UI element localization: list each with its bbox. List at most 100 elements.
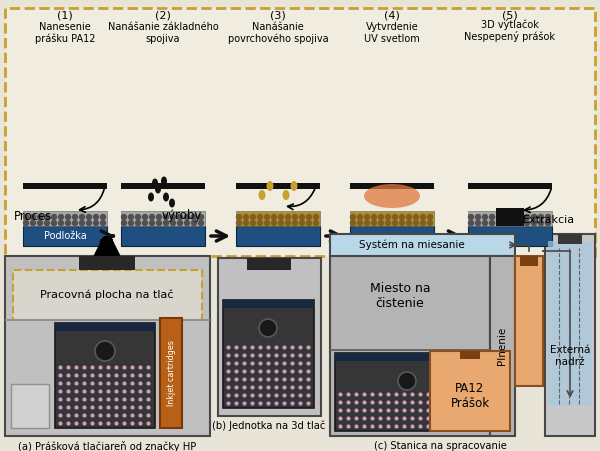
Circle shape	[476, 215, 481, 220]
Circle shape	[392, 215, 398, 220]
Circle shape	[307, 215, 311, 220]
Bar	[350, 226, 434, 246]
Bar	[350, 211, 434, 226]
Text: Pracovná plocha na tlač: Pracovná plocha na tlač	[40, 290, 174, 300]
Circle shape	[469, 221, 473, 226]
Bar	[496, 208, 524, 226]
Circle shape	[350, 215, 355, 220]
Ellipse shape	[364, 184, 420, 208]
Circle shape	[413, 215, 419, 220]
Text: Nanesenie
prášku PA12: Nanesenie prášku PA12	[35, 22, 95, 44]
Circle shape	[128, 215, 133, 220]
Circle shape	[307, 221, 311, 226]
Text: Miesto na
čistenie: Miesto na čistenie	[370, 282, 430, 310]
Circle shape	[400, 221, 404, 226]
Bar	[11, 384, 49, 428]
Bar	[23, 226, 107, 246]
Circle shape	[532, 215, 536, 220]
Circle shape	[482, 215, 487, 220]
Text: (5): (5)	[502, 11, 518, 21]
Circle shape	[79, 215, 85, 220]
Bar	[5, 256, 210, 436]
Circle shape	[236, 215, 241, 220]
Circle shape	[244, 221, 248, 226]
Circle shape	[37, 221, 43, 226]
Ellipse shape	[152, 179, 158, 188]
Circle shape	[421, 221, 425, 226]
Circle shape	[358, 215, 362, 220]
Text: Nespepený prášok: Nespepený prášok	[464, 32, 556, 42]
Bar	[548, 241, 592, 406]
Circle shape	[191, 221, 197, 226]
Bar	[330, 256, 490, 436]
Circle shape	[101, 215, 106, 220]
Circle shape	[278, 221, 284, 226]
Circle shape	[511, 215, 515, 220]
Circle shape	[73, 221, 77, 226]
Circle shape	[257, 215, 263, 220]
Circle shape	[469, 215, 473, 220]
Circle shape	[143, 221, 148, 226]
Circle shape	[31, 221, 35, 226]
Circle shape	[259, 319, 277, 337]
Bar	[55, 323, 155, 331]
Circle shape	[121, 221, 127, 226]
Circle shape	[539, 215, 544, 220]
Circle shape	[271, 215, 277, 220]
Bar	[430, 351, 510, 431]
Circle shape	[73, 215, 77, 220]
Circle shape	[371, 221, 377, 226]
Text: Nanášanie
povrchového spojiva: Nanášanie povrchového spojiva	[227, 22, 328, 44]
Circle shape	[271, 221, 277, 226]
Bar	[515, 256, 543, 386]
Text: 3D výtlačok: 3D výtlačok	[481, 19, 539, 31]
Bar	[121, 226, 205, 246]
Text: Extrakcia: Extrakcia	[523, 215, 575, 225]
Circle shape	[314, 221, 319, 226]
Circle shape	[398, 372, 416, 390]
Circle shape	[299, 221, 305, 226]
Circle shape	[407, 215, 412, 220]
Bar	[23, 183, 107, 189]
Text: Inkjet cartridges: Inkjet cartridges	[167, 340, 176, 406]
Circle shape	[421, 215, 425, 220]
Bar	[121, 183, 205, 189]
Circle shape	[65, 221, 71, 226]
Ellipse shape	[259, 190, 265, 200]
Bar	[468, 226, 552, 246]
Circle shape	[350, 221, 355, 226]
Circle shape	[37, 215, 43, 220]
Circle shape	[407, 221, 412, 226]
Text: Systém na miesanie: Systém na miesanie	[359, 240, 465, 250]
Circle shape	[44, 215, 49, 220]
Circle shape	[257, 221, 263, 226]
Circle shape	[265, 221, 269, 226]
Circle shape	[539, 221, 544, 226]
Bar	[160, 318, 182, 428]
Bar	[460, 351, 480, 359]
Circle shape	[503, 215, 509, 220]
Circle shape	[23, 221, 29, 226]
Text: Podložka: Podložka	[44, 231, 86, 241]
Circle shape	[149, 215, 155, 220]
Circle shape	[94, 221, 98, 226]
Text: (1): (1)	[57, 11, 73, 21]
Circle shape	[163, 215, 169, 220]
Circle shape	[517, 215, 523, 220]
Circle shape	[79, 221, 85, 226]
Text: Plnenie: Plnenie	[497, 327, 507, 365]
Ellipse shape	[148, 193, 154, 202]
Circle shape	[65, 215, 71, 220]
Circle shape	[392, 221, 398, 226]
Circle shape	[136, 215, 140, 220]
Bar	[5, 8, 595, 256]
Circle shape	[427, 215, 433, 220]
Circle shape	[95, 341, 115, 361]
Text: PA12
Prášok: PA12 Prášok	[451, 382, 490, 410]
Circle shape	[545, 215, 551, 220]
Circle shape	[299, 215, 305, 220]
Bar	[218, 258, 321, 416]
Circle shape	[386, 215, 391, 220]
Circle shape	[400, 215, 404, 220]
Circle shape	[314, 215, 319, 220]
